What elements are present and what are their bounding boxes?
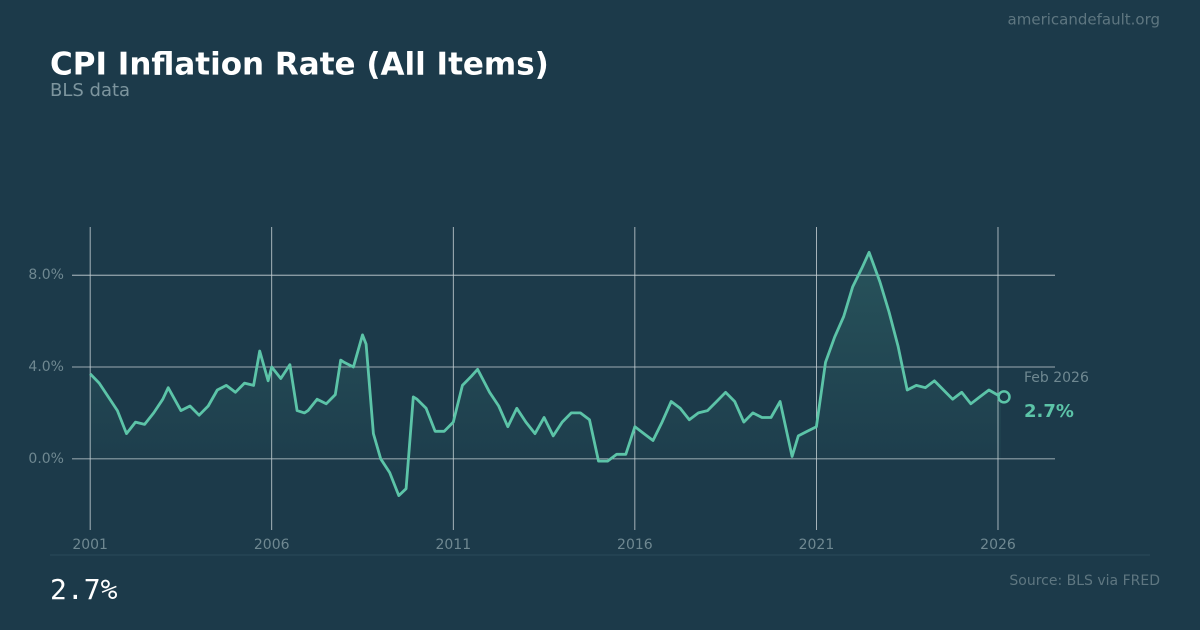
line	[89, 250, 1002, 497]
y-tick-label: 8.0%	[28, 267, 64, 283]
y-tick-label: 0.0%	[28, 451, 64, 467]
chart-title: CPI Inflation Rate (All Items)	[50, 47, 549, 83]
x-tick-label: 2026	[980, 537, 1016, 553]
area	[90, 252, 1001, 496]
plot: 2001 2006 2011 2016 2021 2026 0.0% 4.0% 8.0% Feb …	[28, 227, 1089, 553]
source: Source: BLS via FRED	[1009, 573, 1160, 589]
headline: 2.7%	[50, 573, 118, 606]
end-marker	[997, 390, 1011, 404]
x-tick-label: 2006	[254, 537, 290, 553]
x-tick-label: 2001	[72, 537, 108, 553]
x-tick-label: 2016	[617, 537, 653, 553]
x-tick-label: 2021	[799, 537, 835, 553]
y-tick-label: 4.0%	[28, 359, 64, 375]
subtitle: BLS data	[50, 80, 130, 101]
latest-date: Feb 2026	[1024, 370, 1089, 386]
x-tick-label: 2011	[435, 537, 471, 553]
latest-value: 2.7%	[1024, 401, 1074, 422]
site: americandefault.org	[1008, 11, 1160, 29]
